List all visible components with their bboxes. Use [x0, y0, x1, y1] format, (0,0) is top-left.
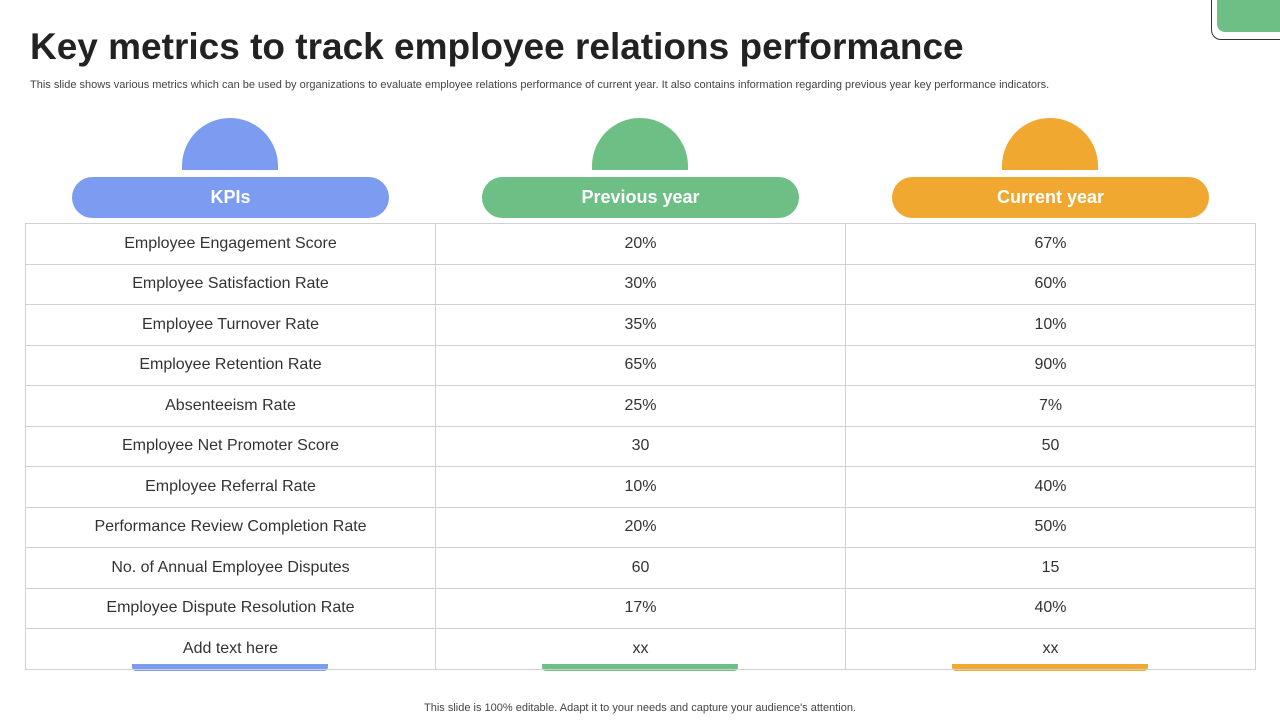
icon	[1002, 118, 1098, 170]
table-cell: Employee Satisfaction Rate	[25, 263, 436, 305]
footer: This slide is 100% editable. Adapt it to…	[424, 702, 856, 714]
table-cell: Employee Referral Rate	[25, 466, 436, 508]
table-cell: 65%	[435, 344, 846, 386]
subtitle: This slide shows various metrics which c…	[30, 79, 1050, 91]
table-row: Employee Net Promoter Score 30 50	[25, 425, 1256, 467]
table-cell: 10%	[845, 304, 1256, 346]
table-cell: 60%	[845, 263, 1256, 305]
table-cell: 20%	[435, 223, 846, 265]
table-cell: 10%	[435, 466, 846, 508]
table-cell: 90%	[845, 344, 1256, 386]
table-cell: xx	[845, 628, 1256, 670]
title: Key metrics to track employee relations …	[30, 26, 964, 67]
table-cell: 25%	[435, 385, 846, 427]
icon	[182, 118, 278, 170]
table-cell: 40%	[845, 587, 1256, 629]
table-row: Employee Satisfaction Rate 30% 60%	[25, 263, 1256, 305]
table-cell: Performance Review Completion Rate	[25, 506, 436, 548]
table-cell: Employee Dispute Resolution Rate	[25, 587, 436, 629]
table-cell: 40%	[845, 466, 1256, 508]
table-row: Employee Dispute Resolution Rate 17% 40%	[25, 587, 1256, 629]
table-cell: 20%	[435, 506, 846, 548]
table-cell: xx	[435, 628, 846, 670]
table-cell: Add text here	[25, 628, 436, 670]
table-cell: 35%	[435, 304, 846, 346]
table-cell: Employee Net Promoter Score	[25, 425, 436, 467]
table-cell: 15	[845, 547, 1256, 589]
column-header: Current year	[892, 177, 1209, 218]
table-cell: 7%	[845, 385, 1256, 427]
metrics-table: Employee Engagement Score 20% 67% Employee …	[25, 223, 1256, 670]
table-cell: 67%	[845, 223, 1256, 265]
table-cell: Employee Retention Rate	[25, 344, 436, 386]
table-row: Employee Turnover Rate 35% 10%	[25, 304, 1256, 346]
table-row: Employee Engagement Score 20% 67%	[25, 223, 1256, 265]
table-row: No. of Annual Employee Disputes 60 15	[25, 547, 1256, 589]
table-cell: 60	[435, 547, 846, 589]
table-cell: No. of Annual Employee Disputes	[25, 547, 436, 589]
table-cell: Employee Turnover Rate	[25, 304, 436, 346]
table-cell: 30	[435, 425, 846, 467]
table-cell: Absenteeism Rate	[25, 385, 436, 427]
table-row: Absenteeism Rate 25% 7%	[25, 385, 1256, 427]
column-header: Previous year	[482, 177, 799, 218]
table-cell: Employee Engagement Score	[25, 223, 436, 265]
corner-deco	[1211, 0, 1280, 40]
table-row: Employee Referral Rate 10% 40%	[25, 466, 1256, 508]
table-row: Add text here xx xx	[25, 628, 1256, 670]
table-cell: 50	[845, 425, 1256, 467]
column-header: KPIs	[72, 177, 389, 218]
table-row: Employee Retention Rate 65% 90%	[25, 344, 1256, 386]
table-cell: 17%	[435, 587, 846, 629]
table-row: Performance Review Completion Rate 20% 50%	[25, 506, 1256, 548]
table-cell: 50%	[845, 506, 1256, 548]
table-cell: 30%	[435, 263, 846, 305]
icon	[592, 118, 688, 170]
